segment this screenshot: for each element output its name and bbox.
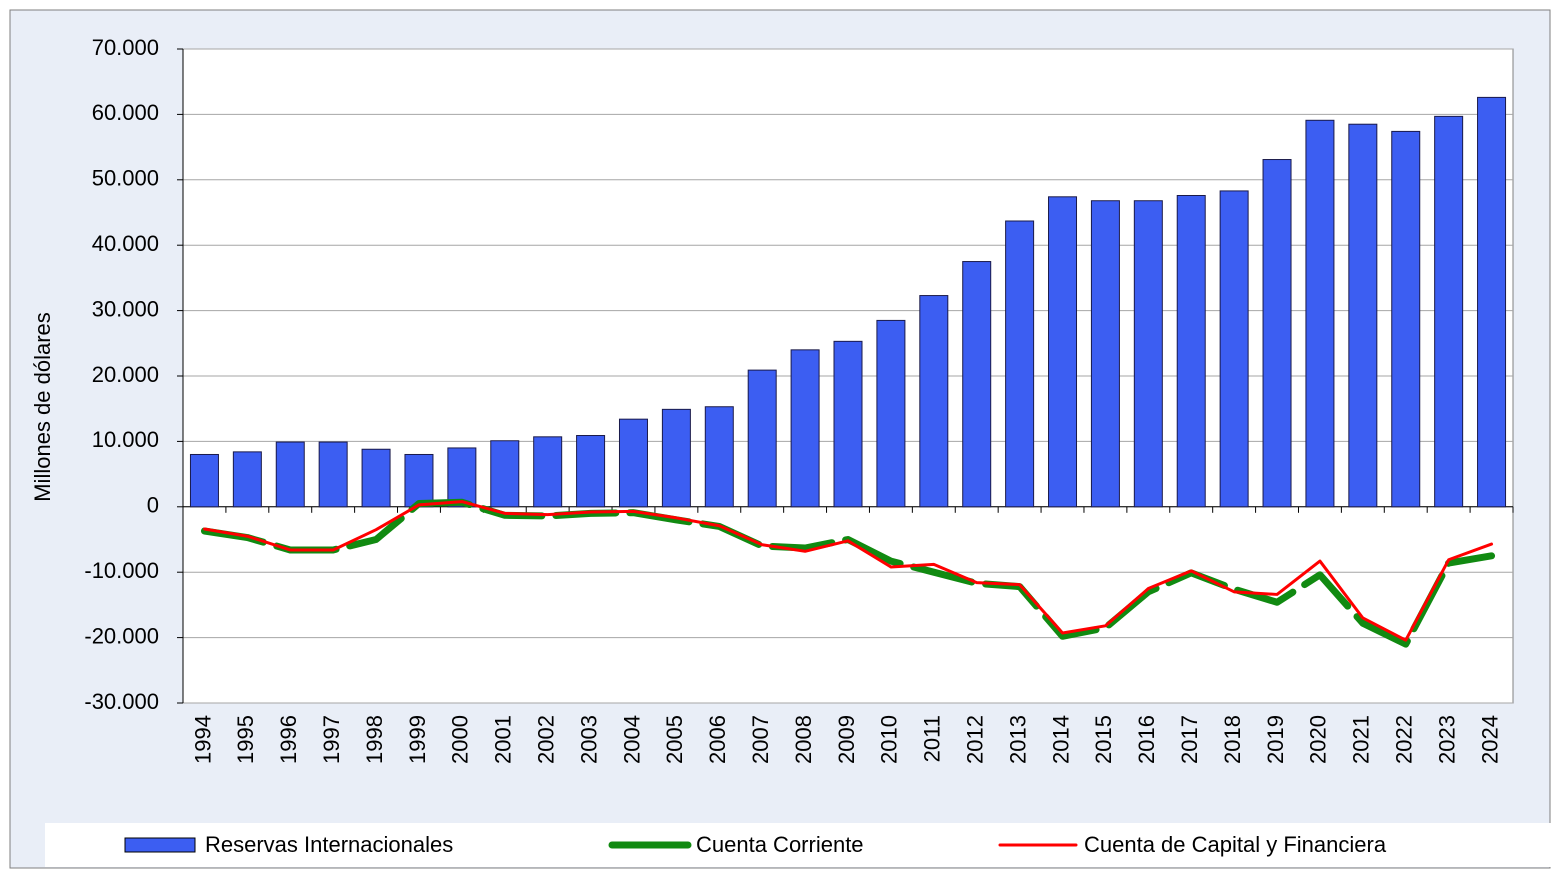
bar	[704, 406, 734, 508]
x-tick-label: 2001	[491, 715, 516, 764]
x-tick-label: 2003	[576, 715, 601, 764]
y-tick-label: 20.000	[92, 362, 159, 387]
bar	[1048, 196, 1078, 508]
y-tick-label: 40.000	[92, 231, 159, 256]
legend-label: Cuenta Corriente	[696, 832, 864, 857]
bar	[1133, 200, 1163, 508]
y-tick-label: -30.000	[84, 689, 159, 714]
bar	[618, 418, 648, 508]
bar	[1348, 123, 1378, 508]
line	[202, 500, 1494, 642]
bar	[533, 436, 563, 508]
x-tick-label: 1995	[233, 715, 258, 764]
x-tick-label: 1999	[405, 715, 430, 764]
legend-label: Cuenta de Capital y Financiera	[1084, 832, 1387, 857]
bar	[1477, 96, 1507, 508]
x-tick-label: 1997	[319, 715, 344, 764]
bar	[447, 447, 477, 508]
bar	[661, 408, 691, 508]
y-tick-label: 60.000	[92, 100, 159, 125]
legend-background	[45, 823, 1553, 867]
x-tick-label: 2011	[920, 715, 945, 762]
bar	[576, 435, 606, 508]
x-tick-label: 1994	[190, 715, 215, 764]
bar	[790, 349, 820, 508]
y-axis-label: Millones de dólares	[30, 312, 55, 502]
y-tick-label: -20.000	[84, 623, 159, 648]
bar	[1005, 220, 1035, 508]
x-tick-label: 2014	[1048, 715, 1073, 764]
x-tick-label: 2006	[705, 715, 730, 764]
y-tick-label: 50.000	[92, 166, 159, 191]
legend-swatch	[124, 837, 196, 853]
x-tick-label: 2008	[791, 715, 816, 764]
bar	[747, 369, 777, 508]
x-tick-label: 2020	[1306, 715, 1331, 764]
x-tick-label: 2023	[1434, 715, 1459, 764]
bar	[1434, 115, 1464, 508]
y-tick-label: 70.000	[92, 35, 159, 60]
x-tick-label: 2019	[1263, 715, 1288, 764]
bar	[1262, 159, 1292, 508]
x-tick-label: 2012	[963, 715, 988, 764]
bar	[1305, 119, 1335, 508]
y-tick-label: 10.000	[92, 427, 159, 452]
bar	[318, 441, 348, 508]
x-tick-label: 2013	[1005, 715, 1030, 764]
bar	[189, 453, 219, 508]
bar	[490, 440, 520, 508]
bar	[361, 448, 391, 508]
x-tick-label: 2015	[1091, 715, 1116, 764]
bar	[232, 451, 262, 508]
x-tick-label: 2000	[448, 715, 473, 764]
x-tick-label: 2022	[1392, 715, 1417, 764]
legend-label: Reservas Internacionales	[205, 832, 453, 857]
x-tick-label: 2007	[748, 715, 773, 764]
x-tick-label: 2004	[619, 715, 644, 764]
x-tick-label: 2005	[662, 715, 687, 764]
x-tick-label: 1996	[276, 715, 301, 764]
bar	[1090, 200, 1120, 508]
bar	[1219, 190, 1249, 508]
bar	[275, 441, 305, 508]
x-tick-label: 1998	[362, 715, 387, 764]
bar	[962, 261, 992, 508]
x-tick-label: 2009	[834, 715, 859, 764]
y-tick-label: 0	[147, 493, 159, 518]
bar	[1391, 130, 1421, 508]
x-tick-label: 2017	[1177, 715, 1202, 764]
x-tick-label: 2010	[877, 715, 902, 764]
bar	[404, 453, 434, 508]
bar	[876, 319, 906, 508]
y-tick-label: -10.000	[84, 558, 159, 583]
bar	[833, 340, 863, 508]
x-tick-label: 2021	[1349, 715, 1374, 764]
x-tick-label: 2024	[1477, 715, 1502, 764]
bar	[919, 295, 949, 508]
bar	[1176, 194, 1206, 508]
x-tick-label: 2002	[533, 715, 558, 764]
x-tick-label: 2018	[1220, 715, 1245, 764]
x-tick-label: 2016	[1134, 715, 1159, 764]
y-tick-label: 30.000	[92, 296, 159, 321]
